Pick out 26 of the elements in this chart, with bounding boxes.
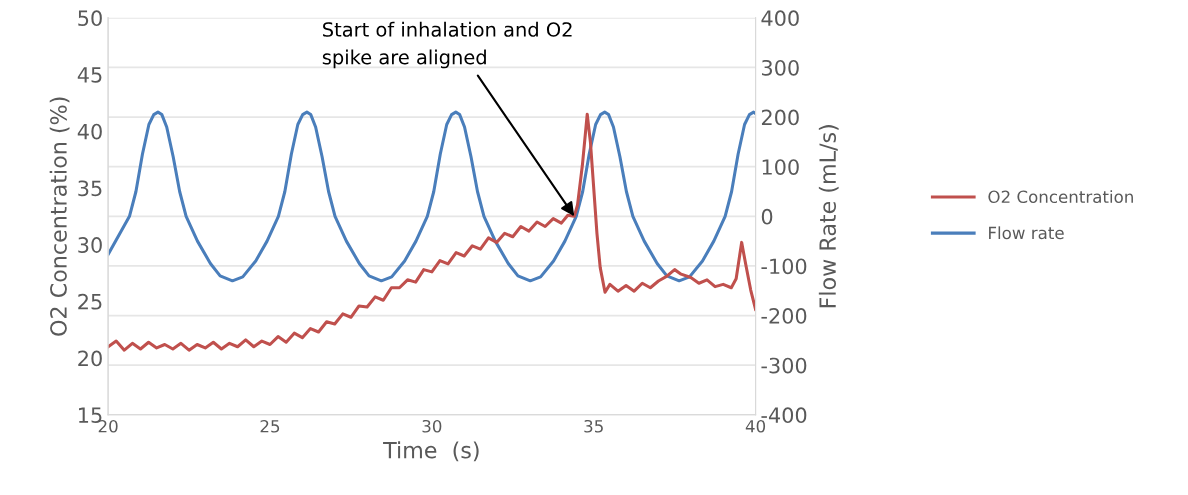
y-axis-title: O2 Concentration (%) xyxy=(49,97,70,336)
y-tick-label: 25 xyxy=(78,293,102,310)
y2-tick-label: 400 xyxy=(761,10,799,27)
y-tick-label: 20 xyxy=(78,350,102,367)
y-tick-label: 40 xyxy=(77,123,102,140)
y2-tick-label: 300 xyxy=(762,59,799,76)
line-series xyxy=(108,110,756,283)
y2-tick-label: 100 xyxy=(762,159,799,175)
x-tick-label: 30 xyxy=(422,419,442,433)
legend-label: Flow rate xyxy=(989,226,1064,240)
annotation: Start of inhalation and O2 spike are aligned xyxy=(322,21,572,69)
y2-tick-label: 200 xyxy=(761,109,799,126)
x-tick-label: 25 xyxy=(260,419,280,433)
y2-axis-title: Flow Rate (mL/s) xyxy=(818,125,839,308)
y2-tick-label: -300 xyxy=(761,357,807,374)
y2-tick-label: -100 xyxy=(761,258,807,275)
y-tick-label: 45 xyxy=(77,67,102,83)
x-axis-title: Time (s) xyxy=(383,441,479,462)
legend-label: O2 Concentration xyxy=(988,190,1133,204)
y-tick-label: 35 xyxy=(78,180,102,197)
y-tick-label: 30 xyxy=(78,237,102,253)
y2-tick-label: 0 xyxy=(761,208,773,225)
line-series xyxy=(108,112,756,352)
y2-tick-label: -200 xyxy=(761,308,807,324)
x-tick-label: 35 xyxy=(584,419,603,433)
y-tick-label: 50 xyxy=(78,10,102,27)
